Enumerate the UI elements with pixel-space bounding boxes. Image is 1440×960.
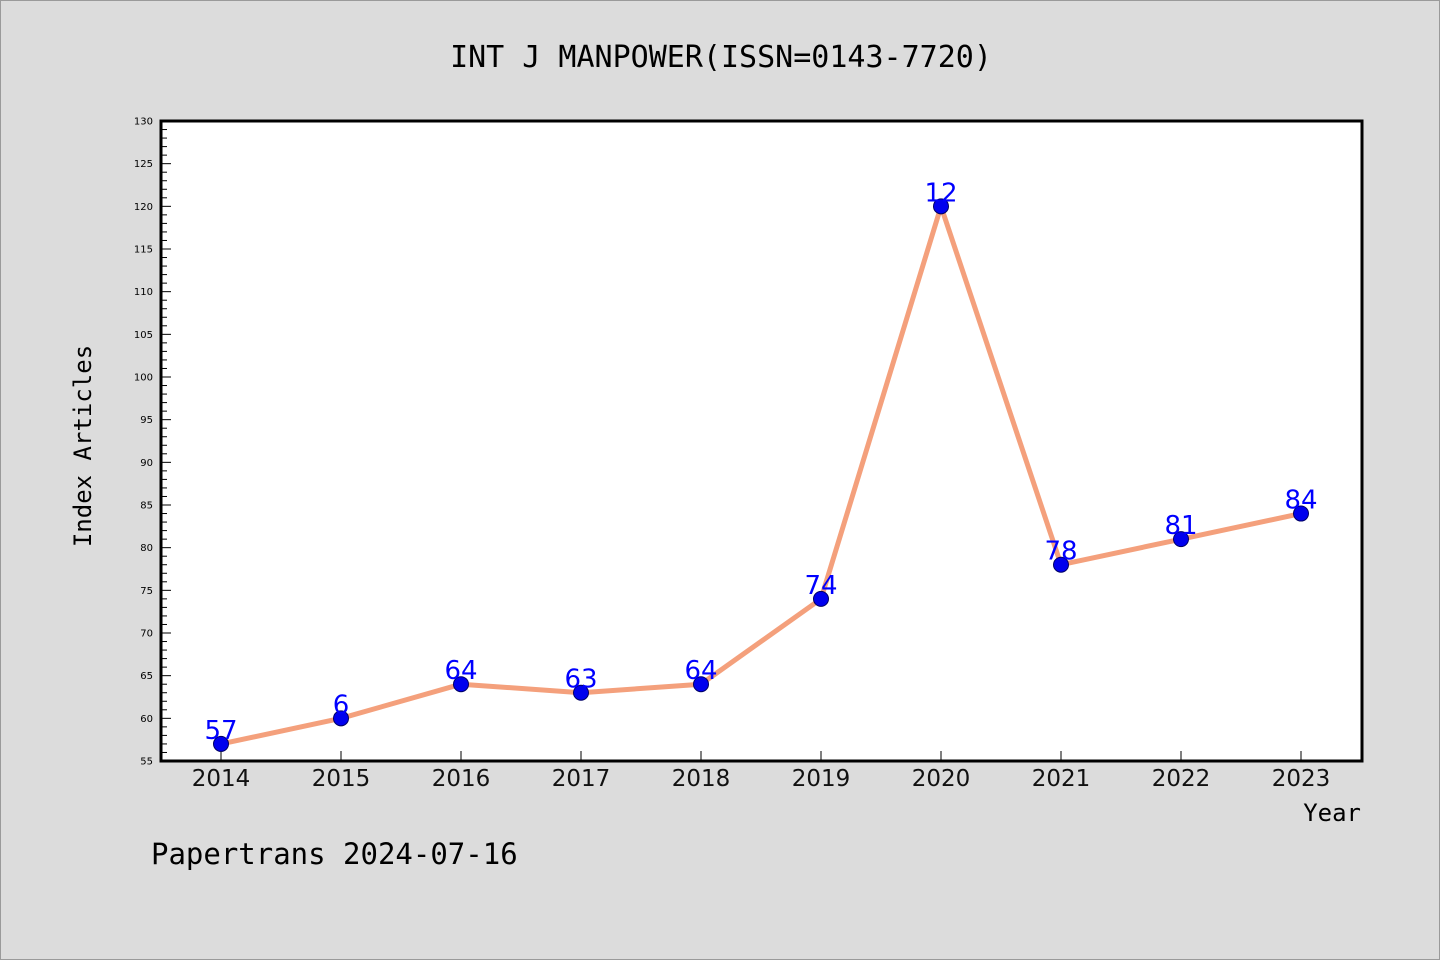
- y-tick-label: 75: [140, 586, 153, 597]
- y-tick-label: 90: [140, 458, 153, 469]
- plot-area: [159, 119, 1364, 763]
- y-tick-label: 120: [134, 202, 153, 213]
- y-tick-label: 105: [134, 330, 153, 341]
- data-label: 12: [924, 178, 957, 208]
- y-tick-label: 110: [134, 287, 153, 298]
- x-axis-label: Year: [1303, 799, 1361, 827]
- y-axis-tick-labels: 55 60 65 70 75 80 85 90 95 100 105 110 115 120 125 130: [134, 117, 153, 768]
- data-point: [813, 590, 829, 607]
- series-line-group: [218, 203, 1304, 747]
- data-label: 64: [444, 656, 477, 686]
- x-tick-label: 2022: [1152, 766, 1211, 792]
- y-tick-label: 95: [140, 415, 153, 426]
- data-point: [453, 676, 469, 693]
- y-tick-label: 100: [134, 373, 153, 384]
- data-label: 6: [333, 690, 350, 720]
- y-tick-label: 125: [134, 159, 153, 170]
- y-tick-label: 130: [134, 117, 153, 128]
- y-tick-label: 85: [140, 501, 153, 512]
- data-point: [1053, 556, 1069, 573]
- x-tick-label: 2017: [552, 766, 611, 792]
- x-tick-label: 2015: [312, 766, 371, 792]
- data-point: [1173, 531, 1189, 548]
- x-tick-label: 2020: [912, 766, 971, 792]
- data-point: [693, 676, 709, 693]
- y-tick-label: 65: [140, 671, 153, 682]
- data-labels-group: 57 6 64 63 64 74 12 78 81 84: [204, 178, 1317, 746]
- x-tick-label: 2016: [432, 766, 491, 792]
- x-tick-label: 2023: [1272, 766, 1331, 792]
- data-label: 57: [204, 716, 237, 746]
- data-point: [573, 684, 589, 701]
- data-label: 84: [1284, 486, 1317, 516]
- data-label: 63: [564, 665, 597, 695]
- y-tick-label: 55: [140, 757, 153, 768]
- chart-title: INT J MANPOWER(ISSN=0143-7720): [450, 40, 992, 75]
- data-point: [213, 735, 229, 752]
- y-tick-label: 115: [134, 245, 153, 256]
- x-tick-label: 2021: [1032, 766, 1091, 792]
- x-tick-label: 2018: [672, 766, 731, 792]
- data-label: 64: [684, 656, 717, 686]
- data-point: [333, 710, 349, 727]
- x-tick-label: 2014: [192, 766, 251, 792]
- footer-text: Papertrans 2024-07-16: [151, 837, 518, 871]
- x-tick-label: 2019: [792, 766, 851, 792]
- y-tick-label: 70: [140, 629, 153, 640]
- x-axis: [220, 751, 1302, 761]
- data-label: 81: [1164, 511, 1197, 541]
- series-markers-group: [213, 198, 1309, 752]
- y-tick-label: 80: [140, 543, 153, 554]
- data-label: 78: [1044, 537, 1077, 567]
- data-point: [933, 198, 949, 215]
- y-axis-label: Index Articles: [69, 345, 97, 547]
- y-axis: [161, 120, 171, 762]
- data-label: 74: [804, 571, 837, 601]
- x-axis-tick-labels: 2014 2015 2016 2017 2018 2019 2020 2021 2022 2023: [192, 766, 1331, 792]
- series-line: [218, 203, 1304, 747]
- data-point: [1293, 505, 1309, 522]
- y-tick-label: 60: [140, 714, 153, 725]
